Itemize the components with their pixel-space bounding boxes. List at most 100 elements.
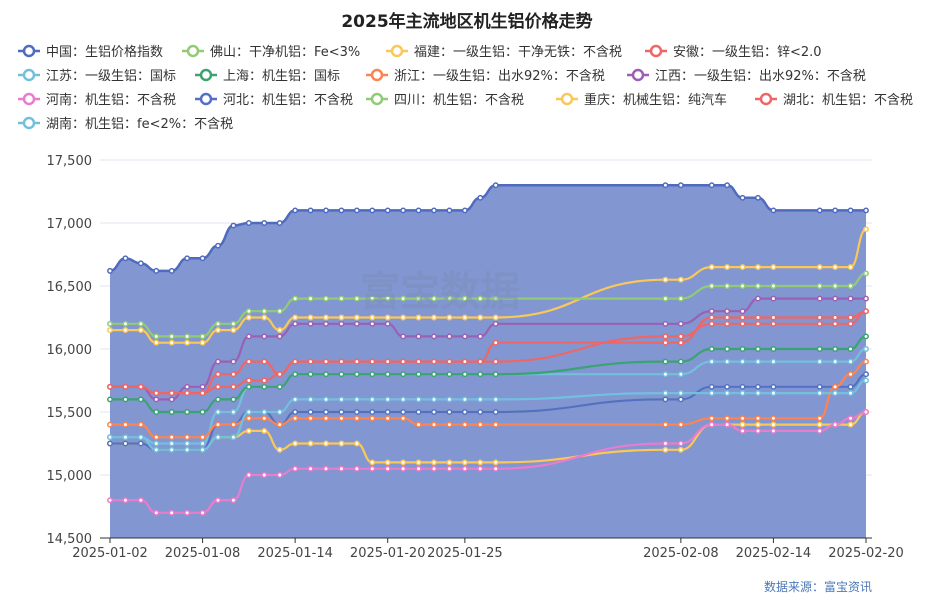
data-point — [230, 320, 237, 327]
legend-item[interactable]: 浙江：一级生铝：出水92%：不含税 — [366, 68, 605, 84]
data-point — [307, 314, 314, 321]
data-point — [153, 267, 160, 274]
series — [107, 333, 869, 415]
data-point — [662, 440, 669, 447]
data-point — [384, 415, 391, 422]
legend-marker — [22, 68, 36, 82]
data-point — [770, 421, 777, 428]
data-point — [816, 421, 823, 428]
data-point — [415, 465, 422, 472]
legend-label: 湖北：机生铝：不含税 — [783, 92, 913, 108]
axes: 14,500 15,000 15,500 16,000 16,500 17,000 17,5… — [47, 154, 904, 561]
data-point — [739, 390, 746, 397]
data-point — [369, 314, 376, 321]
data-point — [415, 459, 422, 466]
legend-marker — [631, 68, 645, 82]
data-point — [137, 440, 144, 447]
data-point — [677, 182, 684, 189]
data-point — [261, 472, 268, 478]
data-point — [323, 465, 329, 472]
data-point — [477, 459, 484, 466]
legend-item[interactable]: 中国：生铝价格指数 — [18, 44, 163, 60]
data-point — [245, 409, 252, 415]
data-point — [863, 308, 869, 315]
data-point — [215, 320, 221, 327]
data-point — [276, 472, 283, 478]
data-point — [816, 427, 823, 434]
x-tick-label: 2025-01-25 — [427, 546, 503, 561]
data-point — [739, 283, 746, 289]
data-point — [400, 358, 407, 365]
data-point — [832, 358, 839, 365]
data-point — [847, 346, 854, 352]
data-point — [677, 421, 684, 428]
data-point — [261, 308, 268, 315]
data-point — [338, 465, 345, 472]
legend[interactable]: 中国：生铝价格指数 佛山：干净机铝：Fe<3% 福建：一级生铝：干净无铁：不含税 安徽… — [18, 44, 913, 132]
legend-item[interactable]: 上海：机生铝：国标 — [195, 68, 340, 84]
data-point — [816, 346, 823, 352]
data-point — [755, 346, 761, 352]
data-point — [708, 383, 715, 390]
data-point — [168, 440, 175, 447]
data-point — [384, 207, 391, 214]
data-point — [724, 346, 731, 352]
data-point — [338, 320, 345, 327]
legend-item[interactable]: 河南：机生铝：不含税 — [18, 92, 176, 108]
data-point — [199, 339, 206, 346]
data-point — [122, 396, 129, 403]
legend-label: 浙江：一级生铝：出水92%：不含税 — [394, 68, 605, 84]
data-point — [677, 440, 684, 447]
data-point — [245, 377, 252, 384]
data-point — [708, 308, 715, 315]
data-point — [446, 314, 453, 321]
data-point — [168, 396, 175, 403]
data-point — [492, 421, 499, 428]
legend-item[interactable]: 江西：一级生铝：出水92%：不含税 — [627, 68, 866, 84]
data-point — [755, 264, 761, 271]
data-point — [708, 390, 715, 397]
legend-item[interactable]: 湖南：机生铝：fe<2%：不含税 — [18, 116, 233, 132]
data-point — [215, 421, 221, 428]
data-point — [215, 358, 221, 365]
data-point — [353, 295, 360, 302]
data-point — [770, 207, 777, 214]
legend-item[interactable]: 江苏：一级生铝：国标 — [18, 68, 176, 84]
data-point — [863, 371, 869, 378]
data-point — [431, 207, 437, 214]
data-point — [122, 421, 129, 428]
x-tick-label: 2025-01-08 — [165, 546, 241, 561]
legend-marker — [649, 44, 663, 58]
data-point — [168, 446, 175, 453]
legend-marker — [22, 92, 36, 106]
data-point — [446, 396, 453, 403]
data-point — [662, 390, 669, 397]
data-point — [369, 409, 376, 415]
legend-item[interactable]: 河北：机生铝：不含税 — [195, 92, 353, 108]
legend-label: 中国：生铝价格指数 — [46, 44, 163, 60]
data-point — [816, 295, 823, 302]
data-point — [492, 459, 499, 466]
data-point — [230, 222, 237, 229]
data-point — [816, 264, 823, 271]
legend-item[interactable]: 湖北：机生铝：不含税 — [755, 92, 913, 108]
legend-item[interactable]: 重庆：机械生铝：纯汽车 — [556, 92, 727, 108]
data-point — [677, 390, 684, 397]
data-point — [261, 220, 268, 226]
legend-item[interactable]: 佛山：干净机铝：Fe<3% — [182, 44, 360, 60]
data-point — [492, 182, 499, 189]
legend-item[interactable]: 福建：一级生铝：干净无铁：不含税 — [386, 44, 622, 60]
data-point — [708, 264, 715, 271]
data-point — [492, 314, 499, 321]
legend-item[interactable]: 安徽：一级生铝：锌<2.0 — [645, 44, 822, 60]
data-point — [461, 465, 468, 472]
data-point — [415, 314, 422, 321]
data-point — [863, 358, 869, 365]
data-point — [122, 327, 129, 334]
legend-item[interactable]: 四川：机生铝：不含税 — [366, 92, 524, 108]
data-point — [384, 396, 391, 403]
data-point — [662, 339, 669, 346]
data-point — [307, 440, 314, 447]
data-point — [770, 358, 777, 365]
data-point — [353, 465, 360, 472]
